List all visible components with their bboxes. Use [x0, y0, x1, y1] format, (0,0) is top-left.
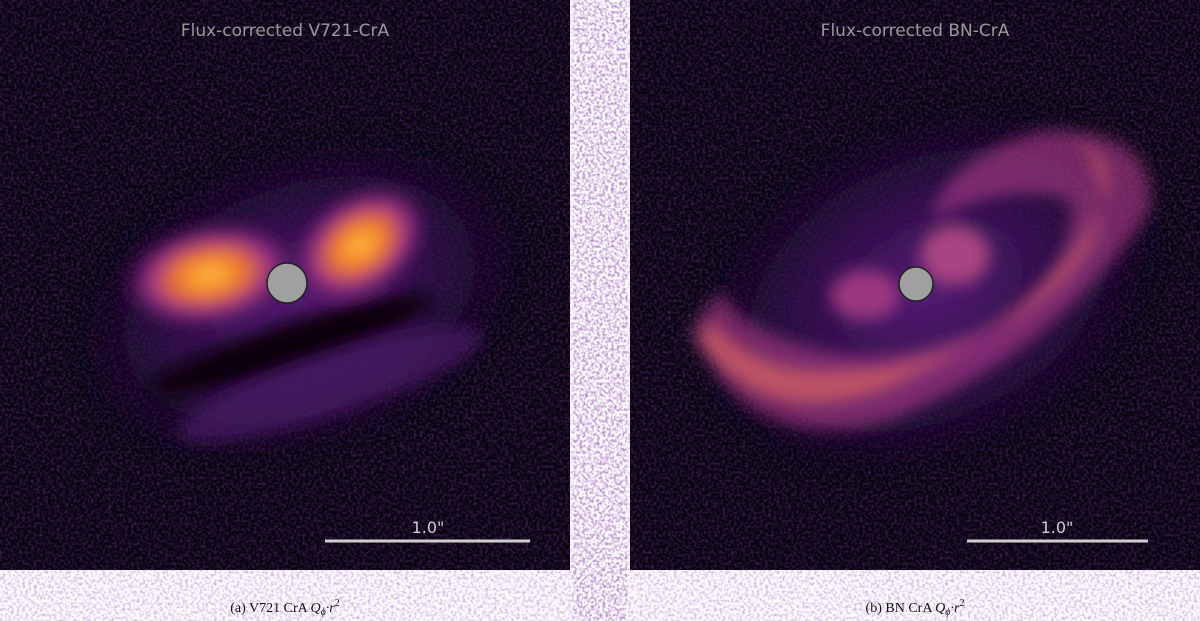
caption-text: (a) V721 CrA: [230, 601, 308, 616]
disk-lobe: [115, 218, 305, 332]
caption: (b) BN CrA Qϕ·r2: [866, 598, 965, 618]
caption-symbol: Q: [310, 601, 320, 616]
panel-a: [0, 0, 570, 570]
disk-ring: [690, 130, 1151, 430]
back-side: [177, 327, 483, 443]
panel-title: Flux-corrected BN-CrA: [821, 21, 1010, 41]
inner-lobe: [920, 225, 990, 285]
caption-superscript: 2: [959, 598, 964, 609]
caption-subscript: ϕ: [321, 607, 326, 618]
scale-bar-label: 1.0": [412, 518, 445, 537]
caption-symbol: Q: [935, 601, 945, 616]
caption-subscript: ϕ: [945, 607, 950, 618]
disk-lobe: [287, 180, 433, 310]
coronagraph-mask: [898, 266, 934, 302]
panel-b: [630, 0, 1200, 570]
caption: (a) V721 CrA Qϕ·r2: [230, 598, 340, 618]
scale-bar-label: 1.0": [1041, 518, 1074, 537]
caption-operator: ·r: [326, 601, 336, 616]
inner-lobe: [830, 270, 900, 320]
caption-superscript: 2: [335, 598, 340, 609]
caption-text: (b) BN CrA: [866, 601, 934, 616]
panel-title: Flux-corrected V721-CrA: [181, 21, 390, 41]
caption-operator: ·r: [950, 601, 960, 616]
dark-lane: [147, 294, 433, 396]
coronagraph-mask: [266, 262, 308, 304]
